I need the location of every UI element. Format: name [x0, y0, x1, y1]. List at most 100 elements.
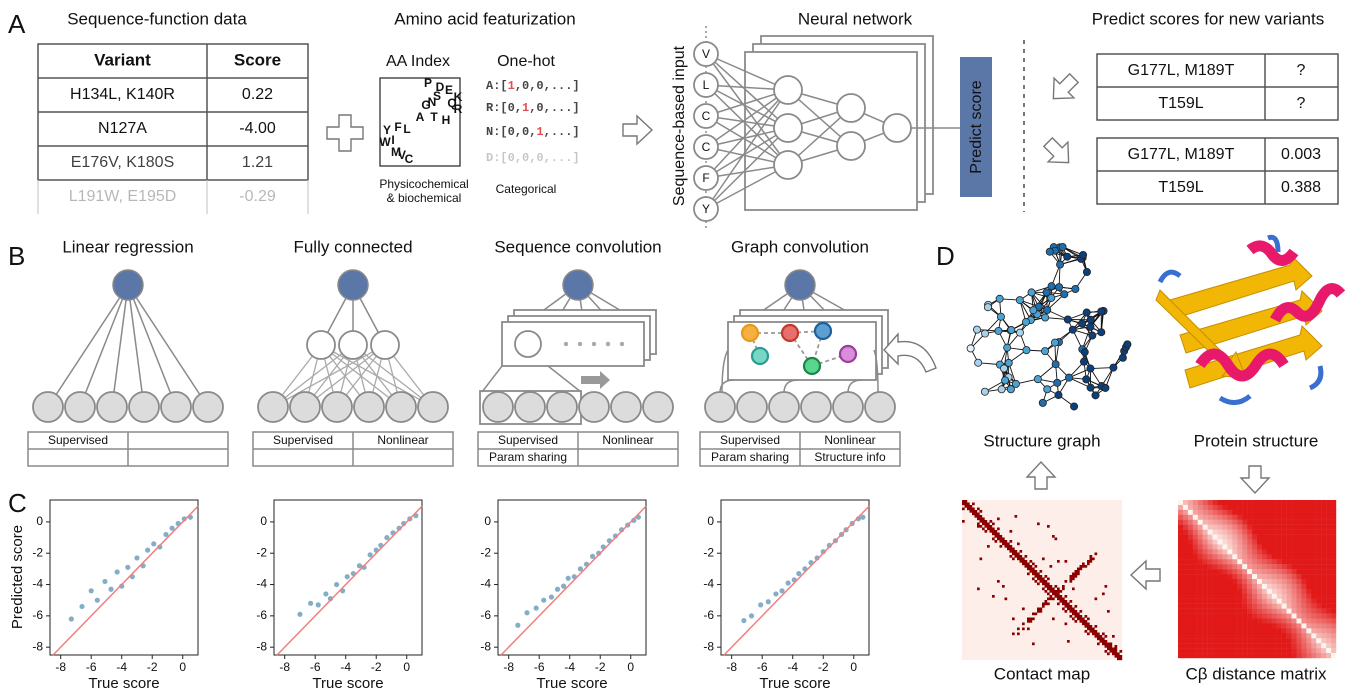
contact-cell: [1082, 620, 1085, 623]
distance-cell: [1282, 569, 1287, 574]
graph-node: [1055, 284, 1062, 291]
output-node: [785, 270, 815, 300]
contact-cell: [1032, 643, 1035, 646]
distance-cell: [1287, 648, 1292, 653]
distance-cell: [1227, 520, 1232, 525]
distance-cell: [1247, 525, 1252, 530]
contact-cell: [1002, 540, 1005, 543]
distance-cell: [1316, 549, 1321, 554]
distance-cell: [1326, 525, 1331, 530]
contact-cell: [977, 513, 980, 516]
distance-cell: [1208, 604, 1213, 609]
distance-cell: [1222, 569, 1227, 574]
distance-cell: [1247, 589, 1252, 594]
distance-cell: [1311, 594, 1316, 599]
distance-cell: [1252, 520, 1257, 525]
contact-cell: [1052, 593, 1055, 596]
scatter-point: [308, 601, 313, 606]
distance-cell: [1222, 525, 1227, 530]
distance-cell: [1203, 638, 1208, 643]
distance-cell: [1198, 574, 1203, 579]
distance-cell: [1237, 549, 1242, 554]
distance-cell: [1213, 559, 1218, 564]
distance-cell: [1178, 540, 1183, 545]
distance-cell: [1222, 564, 1227, 569]
contact-cell: [1110, 650, 1113, 653]
input-node: [290, 392, 320, 422]
axis-label: Predicted score: [9, 525, 26, 629]
contact-cell: [1030, 568, 1033, 571]
distance-cell: [1311, 609, 1316, 614]
distance-cell: [1331, 574, 1336, 579]
contact-cell: [1030, 620, 1033, 623]
contact-cell: [1062, 608, 1065, 611]
distance-cell: [1237, 609, 1242, 614]
distance-cell: [1282, 505, 1287, 510]
distance-cell: [1198, 525, 1203, 530]
contact-cell: [1012, 633, 1015, 636]
property-label: Supervised: [720, 433, 780, 447]
contact-cell: [1120, 658, 1123, 661]
distance-cell: [1292, 559, 1297, 564]
scatter-point: [541, 598, 546, 603]
distance-cell: [1232, 525, 1237, 530]
contact-cell: [1025, 563, 1028, 566]
aa-letter: A: [416, 110, 425, 124]
distance-cell: [1193, 554, 1198, 559]
graph-node: [1083, 376, 1090, 383]
distance-cell: [1188, 614, 1193, 619]
distance-cell: [1257, 623, 1262, 628]
caption: Physicochemical: [379, 177, 468, 191]
distance-cell: [1232, 540, 1237, 545]
contact-cell: [1087, 623, 1090, 626]
contact-cell: [1072, 618, 1075, 621]
y-tick-label: 0: [36, 514, 43, 528]
distance-cell: [1208, 633, 1213, 638]
distance-cell: [1198, 604, 1203, 609]
distance-cell: [1311, 535, 1316, 540]
contact-cell: [1042, 588, 1045, 591]
input-node: [65, 392, 95, 422]
distance-cell: [1252, 599, 1257, 604]
distance-cell: [1267, 594, 1272, 599]
distance-cell: [1198, 643, 1203, 648]
distance-cell: [1247, 609, 1252, 614]
distance-cell: [1262, 628, 1267, 633]
distance-cell: [1188, 569, 1193, 574]
distance-cell: [1178, 574, 1183, 579]
distance-cell: [1316, 540, 1321, 545]
distance-cell: [1237, 540, 1242, 545]
contact-cell: [1057, 560, 1060, 563]
distance-cell: [1252, 619, 1257, 624]
contact-cell: [1065, 610, 1068, 613]
distance-cell: [1321, 574, 1326, 579]
distance-cell: [1331, 628, 1336, 633]
distance-cell: [1321, 584, 1326, 589]
distance-cell: [1326, 599, 1331, 604]
distance-cell: [1262, 643, 1267, 648]
one-hot-part: 1: [522, 101, 529, 115]
distance-cell: [1262, 520, 1267, 525]
distance-cell: [1282, 653, 1287, 658]
distance-cell: [1306, 648, 1311, 653]
property-label: Param sharing: [711, 450, 789, 464]
distance-cell: [1306, 559, 1311, 564]
distance-cell: [1178, 569, 1183, 574]
contact-cell: [1087, 633, 1090, 636]
distance-cell: [1198, 619, 1203, 624]
distance-cell: [1237, 638, 1242, 643]
distance-cell: [1198, 510, 1203, 515]
y-tick-label: -4: [480, 577, 491, 591]
distance-cell: [1218, 609, 1223, 614]
distance-cell: [1198, 554, 1203, 559]
graph-node: [1087, 384, 1094, 391]
distance-cell: [1237, 614, 1242, 619]
distance-cell: [1213, 515, 1218, 520]
distance-cell: [1262, 609, 1267, 614]
distance-cell: [1287, 559, 1292, 564]
scatter-point: [758, 602, 763, 607]
distance-cell: [1178, 594, 1183, 599]
contact-cell: [1022, 558, 1025, 561]
contact-cell: [1047, 588, 1050, 591]
y-tick-label: -4: [32, 577, 43, 591]
